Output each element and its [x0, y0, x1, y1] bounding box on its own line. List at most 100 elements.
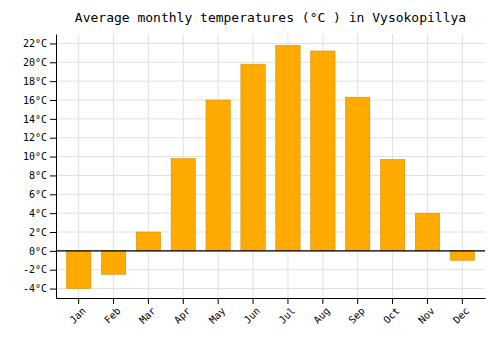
tick-label: Nov — [416, 305, 437, 326]
grid-line — [56, 43, 485, 44]
tick: 6°C — [29, 189, 56, 200]
bar — [311, 51, 335, 251]
tick-mark — [253, 298, 254, 304]
tick-mark — [50, 43, 56, 44]
grid-line — [427, 34, 428, 298]
tick-label: Dec — [451, 305, 472, 326]
zero-line — [56, 250, 485, 251]
tick-label: 20°C — [23, 57, 47, 68]
tick-mark — [50, 138, 56, 139]
tick-mark — [50, 213, 56, 214]
tick-mark — [50, 157, 56, 158]
tick-mark — [50, 62, 56, 63]
tick-label: Oct — [381, 305, 402, 326]
tick: Aug — [311, 298, 332, 326]
tick-label: Sep — [346, 305, 367, 326]
grid-line — [56, 118, 485, 119]
tick-mark — [148, 298, 149, 304]
tick-label: -2°C — [23, 264, 47, 275]
tick-mark — [50, 289, 56, 290]
bar — [101, 251, 125, 275]
tick: 14°C — [23, 114, 56, 125]
tick-mark — [218, 298, 219, 304]
tick: -4°C — [23, 283, 56, 294]
grid-line — [148, 34, 149, 298]
grid-line — [56, 156, 485, 157]
tick-label: Apr — [172, 305, 193, 326]
grid-line — [56, 62, 485, 63]
tick: Feb — [102, 298, 123, 326]
grid-line — [56, 81, 485, 82]
tick-label: 12°C — [23, 132, 47, 143]
tick: 20°C — [23, 57, 56, 68]
tick: 18°C — [23, 76, 56, 87]
tick: Jun — [242, 298, 263, 326]
tick-label: 2°C — [29, 227, 47, 238]
chart: -4°C -2°C 0°C 2°C 4°C 6°C 8°C 10°C 12°C 14°C 16°C 1… — [0, 0, 500, 350]
bar — [276, 45, 300, 251]
bar — [415, 213, 439, 251]
tick-mark — [50, 100, 56, 101]
bars — [66, 45, 474, 288]
tick: Nov — [416, 298, 437, 326]
tick-label: Aug — [311, 305, 332, 326]
grid-line — [56, 250, 485, 251]
tick-mark — [50, 175, 56, 176]
tick-label: Mar — [137, 305, 158, 326]
tick-mark — [50, 270, 56, 271]
tick-label: Jun — [242, 305, 263, 326]
grid-line — [56, 288, 485, 289]
tick-mark — [78, 298, 79, 304]
tick-label: 4°C — [29, 208, 47, 219]
tick-mark — [322, 298, 323, 304]
tick-label: 6°C — [29, 189, 47, 200]
bar — [66, 251, 90, 289]
tick: 0°C — [29, 246, 56, 257]
tick-mark — [462, 298, 463, 304]
tick: Apr — [172, 298, 193, 326]
tick-label: 22°C — [23, 38, 47, 49]
tick-label: Jan — [67, 305, 88, 326]
bar — [380, 159, 404, 250]
tick: 12°C — [23, 132, 56, 143]
tick: Jul — [277, 298, 298, 326]
bar — [450, 251, 474, 260]
axis-line — [56, 35, 57, 299]
y-axis: -4°C -2°C 0°C 2°C 4°C 6°C 8°C 10°C 12°C 14°C 16°C 1… — [23, 35, 57, 299]
tick-label: 10°C — [23, 151, 47, 162]
tick-label: Feb — [102, 305, 123, 326]
tick: 4°C — [29, 208, 56, 219]
tick: 16°C — [23, 95, 56, 106]
grid-line — [56, 100, 485, 101]
tick-mark — [50, 232, 56, 233]
tick-mark — [427, 298, 428, 304]
x-axis: Jan Feb Mar Apr May Jun Jul Aug Sep Oct Nov Dec — [57, 298, 486, 326]
tick: Oct — [381, 298, 402, 326]
grid-line — [56, 194, 485, 195]
tick: Sep — [346, 298, 367, 326]
grid-line — [56, 137, 485, 138]
tick-label: -4°C — [23, 283, 47, 294]
tick: May — [207, 298, 228, 326]
tick: 8°C — [29, 170, 56, 181]
tick-label: 16°C — [23, 95, 47, 106]
tick-mark — [183, 298, 184, 304]
axis-line — [57, 298, 486, 299]
grid — [56, 34, 485, 298]
title: Average monthly temperatures (°C ) in Vy… — [75, 10, 466, 25]
tick-mark — [357, 298, 358, 304]
tick-label: 0°C — [29, 246, 47, 257]
bar — [136, 232, 160, 251]
bar — [345, 97, 369, 251]
tick-mark — [50, 194, 56, 195]
tick-label: 14°C — [23, 114, 47, 125]
tick-mark — [50, 251, 56, 252]
tick-mark — [287, 298, 288, 304]
tick: Jan — [67, 298, 88, 326]
plot-area: -4°C -2°C 0°C 2°C 4°C 6°C 8°C 10°C 12°C 14°C 16°C 1… — [23, 34, 486, 326]
grid-line — [56, 175, 485, 176]
tick-mark — [392, 298, 393, 304]
tick-label: Jul — [277, 305, 298, 326]
tick: 22°C — [23, 38, 56, 49]
tick-label: 8°C — [29, 170, 47, 181]
